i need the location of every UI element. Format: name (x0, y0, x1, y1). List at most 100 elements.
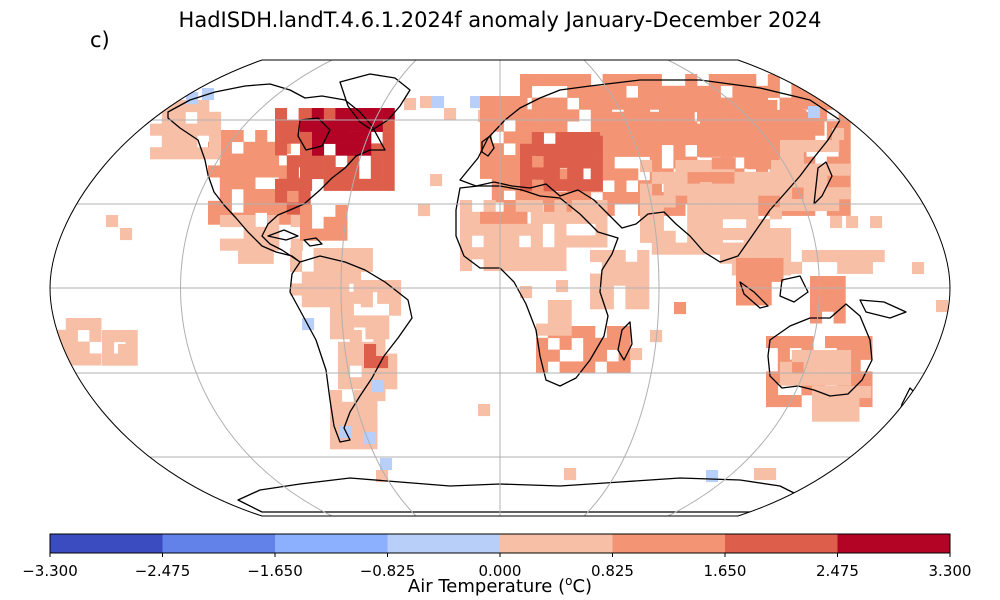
anomaly-cell (764, 468, 777, 481)
anomaly-cell (520, 109, 533, 122)
anomaly-cell (638, 144, 651, 157)
anomaly-cell (687, 219, 700, 232)
anomaly-cell (769, 183, 782, 196)
anomaly-cell (536, 323, 549, 336)
anomaly-cell (794, 110, 807, 123)
colorbar-label-unit-sup: o (565, 574, 573, 588)
anomaly-cell (635, 100, 648, 113)
anomaly-cell (602, 133, 615, 146)
anomaly-cell (219, 165, 232, 178)
anomaly-cell (771, 258, 784, 271)
anomaly-cell (780, 175, 793, 188)
anomaly-cell (555, 179, 568, 192)
anomaly-cell (341, 303, 354, 316)
anomaly-cell (323, 228, 336, 241)
anomaly-cell (65, 318, 78, 331)
anomaly-cell (723, 110, 736, 123)
anomaly-cell (77, 318, 90, 331)
anomaly-cell (571, 167, 584, 180)
anomaly-cell (255, 130, 268, 143)
anomaly-cell (325, 271, 338, 284)
anomaly-cell (711, 133, 724, 146)
anomaly-cell (460, 235, 473, 248)
anomaly-cell (780, 199, 793, 212)
anomaly-cell (687, 242, 700, 255)
anomaly-cell (849, 261, 862, 274)
anomaly-cell (491, 155, 504, 168)
anomaly-cell (606, 337, 619, 350)
anomaly-cell (801, 383, 814, 396)
anomaly-cell (614, 144, 627, 157)
anomaly-cell (821, 287, 834, 300)
anomaly-cell (734, 183, 747, 196)
anomaly-cell (848, 359, 861, 372)
anomaly-cell (700, 121, 713, 134)
colorbar-tick-label: 0.825 (591, 562, 634, 580)
anomaly-cell (460, 200, 473, 213)
anomaly-cell (173, 147, 186, 160)
anomaly-cell (298, 190, 311, 203)
anomaly-cell (803, 373, 816, 386)
anomaly-cell (650, 330, 663, 343)
anomaly-cell (600, 123, 613, 136)
anomaly-cell (311, 108, 324, 121)
borneo-coast (779, 275, 809, 303)
meridian-60e (583, 60, 660, 516)
anomaly-cell (338, 341, 351, 354)
anomaly-cell (673, 203, 686, 216)
anomaly-cell (543, 121, 556, 134)
anomaly-cell (89, 329, 102, 342)
anomaly-cell (673, 121, 686, 134)
anomaly-cell (771, 269, 784, 282)
anomaly-cell (238, 240, 251, 253)
anomaly-cell (860, 261, 873, 274)
anomaly-cell (275, 119, 288, 132)
anomaly-cell (722, 183, 735, 196)
anomaly-cell (491, 107, 504, 120)
anomaly-cell (243, 189, 256, 202)
anomaly-cell (278, 212, 291, 225)
anomaly-cell (208, 212, 221, 225)
anomaly-cell (732, 74, 745, 87)
anomaly-cell (675, 160, 688, 173)
anomaly-cell (708, 74, 721, 87)
anomaly-cell (556, 280, 569, 293)
anomaly-cell (675, 242, 688, 255)
colorbar-label-suffix: C) (572, 576, 593, 597)
anomaly-cell (197, 100, 210, 113)
anomaly-cell (567, 74, 580, 87)
anomaly-cell (65, 329, 78, 342)
anomaly-cell (323, 167, 336, 180)
anomaly-cell (531, 156, 544, 169)
anomaly-cell (185, 123, 198, 136)
anomaly-cell (430, 174, 443, 187)
colorbar-tick-label: −2.475 (135, 562, 191, 580)
anomaly-cell (376, 470, 389, 483)
anomaly-cell (471, 223, 484, 236)
anomaly-cell (779, 228, 792, 241)
anomaly-cell (618, 337, 631, 350)
anomaly-cell (614, 192, 627, 205)
anomaly-cell (579, 85, 592, 98)
anomaly-cell (385, 377, 398, 390)
anomaly-cell (659, 111, 672, 124)
globe-outline (49, 59, 951, 517)
anomaly-cell (747, 293, 760, 306)
anomaly-cell (732, 97, 745, 110)
anomaly-cell (323, 131, 336, 144)
anomaly-cell (846, 216, 859, 229)
anomaly-cell (618, 361, 631, 374)
anomaly-cell (555, 97, 568, 110)
anomaly-cell (766, 395, 779, 408)
anomaly-cell (503, 211, 516, 224)
anomaly-cell (780, 373, 793, 386)
anomaly-cell (325, 283, 338, 296)
anomaly-cell (290, 215, 303, 228)
anomaly-cell (520, 143, 533, 156)
anomaly-cell (746, 183, 759, 196)
anomaly-cell (341, 291, 354, 304)
colorbar-segment (725, 534, 838, 553)
anomaly-cell (736, 293, 749, 306)
anomaly-cell (753, 100, 766, 113)
anomaly-cell (791, 350, 804, 363)
